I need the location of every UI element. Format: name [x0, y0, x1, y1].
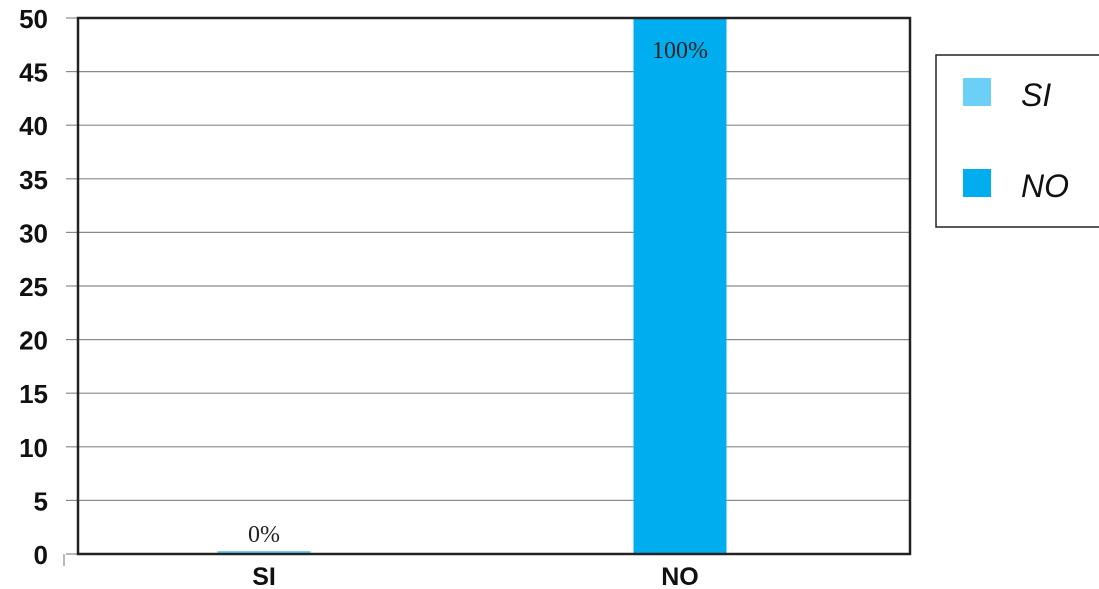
legend-label-no: NO: [1021, 168, 1069, 204]
y-tick-label: 30: [19, 218, 48, 248]
y-tick-label: 0: [34, 540, 48, 570]
gridlines: [78, 70, 910, 501]
y-axis-ticks: 0 5 10 15 20 25 30 35 40 45 50: [19, 4, 78, 570]
legend-label-si: SI: [1021, 77, 1051, 113]
bar-no: [633, 18, 727, 554]
data-label-no: 100%: [652, 38, 708, 64]
legend-swatch-si: [963, 78, 991, 106]
legend-swatch-no: [963, 169, 991, 197]
y-tick-label: 20: [19, 326, 48, 356]
y-tick-label: 45: [19, 58, 48, 88]
y-tick-label: 35: [19, 165, 48, 195]
data-label-si: 0%: [248, 522, 280, 548]
y-tick-label: 15: [19, 379, 48, 409]
data-labels: 0% 100%: [248, 38, 708, 548]
x-tick-label-si: SI: [252, 563, 276, 589]
y-tick-label: 40: [19, 111, 48, 141]
plot-frame: [76, 16, 912, 556]
bars: [217, 18, 727, 554]
bar-si: [217, 551, 311, 554]
legend-box: [935, 54, 1099, 228]
y-tick-label: 5: [34, 486, 48, 516]
y-tick-label: 25: [19, 272, 48, 302]
legend: SI NO: [935, 54, 1099, 228]
x-axis-labels: SI NO: [252, 563, 699, 589]
x-tick-label-no: NO: [661, 563, 699, 589]
y-tick-label: 50: [19, 4, 48, 34]
y-tick-label: 10: [19, 433, 48, 463]
